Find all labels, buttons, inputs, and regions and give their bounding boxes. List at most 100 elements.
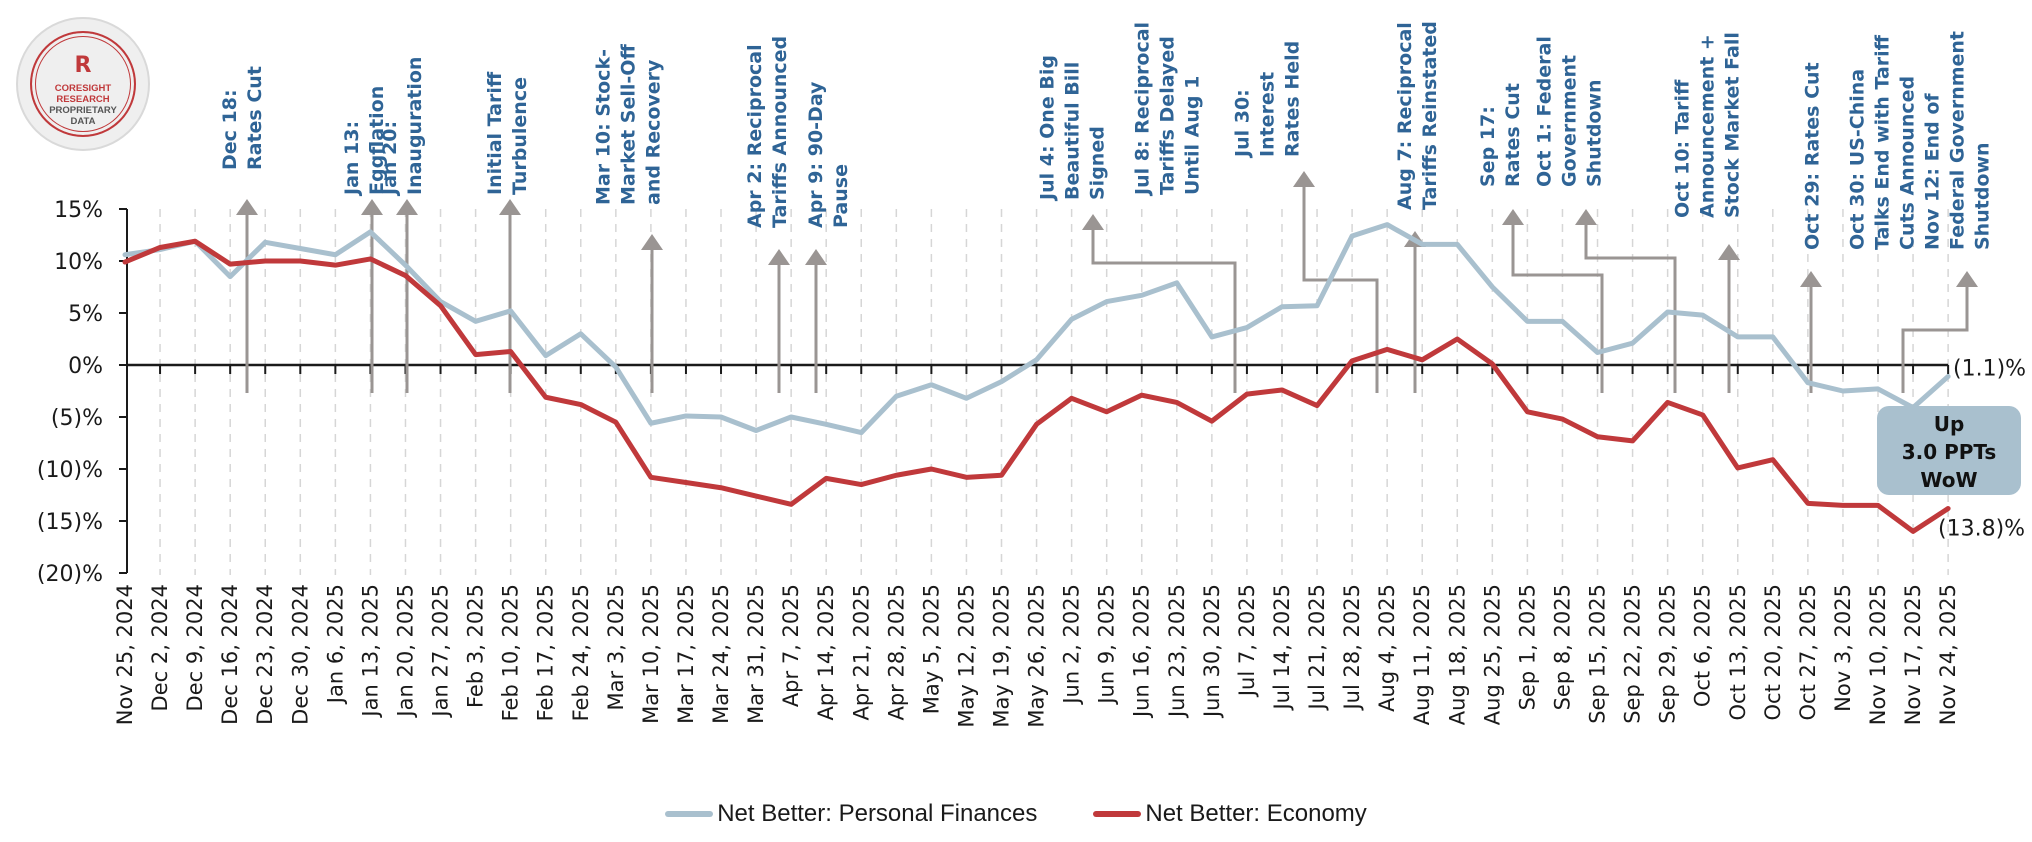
x-tick-label: Sep 1, 2025 <box>1515 584 1539 710</box>
x-tick-label: Dec 30, 2024 <box>288 584 312 725</box>
x-tick-label: Feb 3, 2025 <box>464 584 488 708</box>
legend-item-personal-finances: Net Better: Personal Finances <box>665 800 1037 828</box>
x-tick-label: Apr 21, 2025 <box>849 584 873 721</box>
annotation-label: Rates Cut <box>244 66 266 170</box>
legend-item-economy: Net Better: Economy <box>1093 800 1367 828</box>
x-tick-label: Feb 10, 2025 <box>499 584 523 721</box>
x-tick-label: Sep 29, 2025 <box>1656 584 1680 724</box>
x-tick-label: Oct 20, 2025 <box>1761 584 1785 721</box>
x-tick-label: May 5, 2025 <box>919 584 943 714</box>
data-series <box>122 222 1951 534</box>
chart-labels: (1.1)% (13.8)% Up 3.0 PPTs WoW <box>1877 356 2026 542</box>
annotation-label: Shutdown <box>1972 142 1994 250</box>
annotation-label: Talks End with Tariff <box>1872 34 1894 250</box>
annotation-label: Beautiful Bill <box>1062 62 1084 200</box>
annotation-label: Oct 1: Federal <box>1534 36 1556 187</box>
x-tick-label: Dec 16, 2024 <box>218 584 242 725</box>
y-tick-label: (10)% <box>37 458 103 483</box>
x-tick-label: Aug 25, 2025 <box>1480 584 1504 725</box>
coresight-logo: R CORESIGHT RESEARCH PROPRIETARY DATA <box>16 17 150 151</box>
x-tick-label: Nov 17, 2025 <box>1901 584 1925 725</box>
x-tick-label: Oct 27, 2025 <box>1796 584 1820 721</box>
annotation-oct-10: Oct 10: Tariff Announcement + Stock Market… <box>1672 32 1744 393</box>
y-tick-label: (20)% <box>37 562 103 587</box>
x-tick-label: Dec 9, 2024 <box>183 584 207 711</box>
x-tick-label: Apr 28, 2025 <box>884 584 908 721</box>
arrow-up-icon <box>1575 209 1597 225</box>
x-tick-label: Jan 6, 2025 <box>323 584 347 705</box>
x-tick-label: Mar 31, 2025 <box>744 584 768 724</box>
annotation-label: Nov 12: End of <box>1922 93 1944 250</box>
annotation-label: Aug 7: Reciprocal <box>1394 22 1416 210</box>
callout-text: WoW <box>1920 468 1977 492</box>
callout-box <box>1877 406 2021 495</box>
arrow-up-icon <box>1293 171 1315 187</box>
annotation-label: Government <box>1559 55 1581 187</box>
end-value-label: (1.1)% <box>1953 356 2026 381</box>
annotation-label: Jul 8: Reciprocal <box>1132 22 1154 197</box>
x-tick-label: Sep 22, 2025 <box>1621 584 1645 724</box>
annotation-arrow-line <box>1091 229 1237 393</box>
logo-text-research: RESEARCH <box>56 94 110 105</box>
line-chart: 15% 10% 5% 0% (5)% (10)% (15)% (20)% Nov 25, 202… <box>37 21 2026 728</box>
legend-swatch-economy <box>1093 811 1142 817</box>
annotation-arrow-line <box>1302 186 1379 393</box>
annotation-aug-7: Aug 7: Reciprocal Tariffs Reinstated <box>1394 21 1441 393</box>
x-tick-label: Jul 7, 2025 <box>1235 584 1259 698</box>
x-tick-label: Dec 2, 2024 <box>148 584 172 711</box>
annotation-feb: Initial Tariff Turbulence <box>484 71 531 393</box>
y-tick-label: 0% <box>68 354 103 379</box>
arrow-up-icon <box>499 199 521 215</box>
annotation-jan-13: Jan 13: Eggflation <box>341 86 388 393</box>
annotation-label: Market Sell-Off <box>618 44 640 205</box>
annotation-label: Stock Market Fall <box>1722 32 1744 218</box>
annotation-jul-4: Jul 4: One Big Beautiful Bill Signed <box>1037 55 1237 393</box>
x-tick-label: Mar 24, 2025 <box>709 584 733 724</box>
annotation-arrow-line <box>1584 224 1677 393</box>
x-tick-label: Jun 2, 2025 <box>1060 584 1084 706</box>
x-tick-label: Aug 18, 2025 <box>1445 584 1469 725</box>
annotation-nov-12: Nov 12: End of Federal Government Shutdown <box>1901 31 1994 393</box>
arrow-up-icon <box>361 199 383 215</box>
x-tick-label: Aug 4, 2025 <box>1375 584 1399 712</box>
annotation-label: and Recovery <box>643 59 665 205</box>
annotation-label: Oct 30: US-China <box>1847 69 1869 250</box>
legend-swatch-personal-finances <box>665 811 714 817</box>
x-tick-label: Jul 14, 2025 <box>1270 584 1294 712</box>
x-tick-label: Mar 17, 2025 <box>674 584 698 724</box>
logo-text-data: DATA <box>70 116 96 127</box>
logo-text-coresight: CORESIGHT <box>54 83 112 94</box>
x-tick-label: Sep 8, 2025 <box>1550 584 1574 710</box>
x-tick-label: May 12, 2025 <box>954 584 978 728</box>
x-tick-label: Mar 3, 2025 <box>604 584 628 710</box>
x-tick-label: Sep 15, 2025 <box>1586 584 1610 724</box>
annotation-label: Apr 2: Reciprocal <box>744 44 766 228</box>
annotation-label: Jan 13: <box>341 121 363 197</box>
annotation-label: Tariffs Announced <box>769 36 791 228</box>
arrow-up-icon <box>1718 244 1740 260</box>
annotation-label: Announcement + <box>1697 34 1719 218</box>
annotation-oct-29: Oct 29: Rates Cut <box>1800 62 1824 393</box>
annotation-mar-10: Mar 10: Stock- Market Sell-Off and Recover… <box>593 44 665 393</box>
annotation-label: Dec 18: <box>219 89 241 170</box>
annotation-label: Shutdown <box>1584 79 1606 187</box>
x-tick-label: Nov 3, 2025 <box>1831 584 1855 712</box>
annotation-jul-8: Jul 8: Reciprocal Tariffs Delayed Until Au… <box>1132 22 1204 197</box>
x-tick-label: Oct 13, 2025 <box>1726 584 1750 721</box>
x-tick-label: Jan 13, 2025 <box>358 584 382 719</box>
y-tick-label: 5% <box>68 302 103 327</box>
annotation-label: Rates Cut <box>1502 83 1524 187</box>
y-tick-label: 15% <box>54 198 103 223</box>
annotation-label: Jul 30: <box>1232 89 1254 159</box>
x-tick-label: Jun 16, 2025 <box>1130 584 1154 719</box>
x-tick-label: Nov 25, 2024 <box>113 584 137 725</box>
annotation-label: Cuts Announced <box>1897 76 1919 250</box>
arrow-up-icon <box>236 199 258 215</box>
annotation-label: Jan 20: <box>379 121 401 197</box>
x-tick-label: Mar 10, 2025 <box>639 584 663 724</box>
arrow-up-icon <box>1502 209 1524 225</box>
x-tick-label: Apr 7, 2025 <box>779 584 803 707</box>
x-tick-label: Jul 28, 2025 <box>1340 584 1364 712</box>
annotation-label: Tariffs Reinstated <box>1419 21 1441 210</box>
